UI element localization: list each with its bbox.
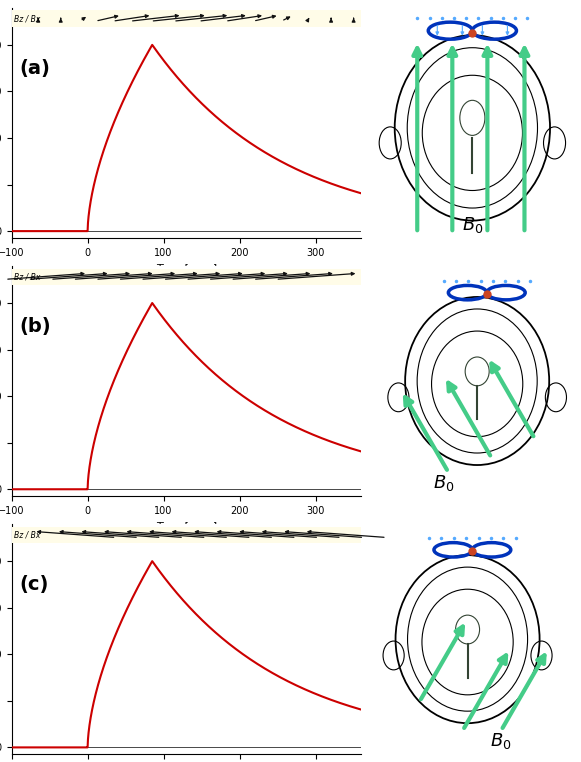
Text: Bz / Bx: Bz / Bx: [14, 530, 40, 539]
Bar: [12, 268, 361, 285]
X-axis label: Time [usec]: Time [usec]: [156, 264, 217, 274]
Text: (c): (c): [19, 575, 49, 594]
X-axis label: Time [usec]: Time [usec]: [156, 521, 217, 532]
Text: $B_0$: $B_0$: [433, 473, 454, 493]
Text: Bz / Bx: Bz / Bx: [14, 273, 40, 281]
Text: (b): (b): [19, 317, 51, 336]
Text: $B_0$: $B_0$: [461, 215, 483, 235]
Bar: [12, 11, 361, 27]
Text: (a): (a): [19, 59, 50, 78]
Text: Bz / Bx: Bz / Bx: [14, 14, 40, 24]
Text: $B_0$: $B_0$: [490, 732, 512, 751]
Bar: [12, 527, 361, 543]
